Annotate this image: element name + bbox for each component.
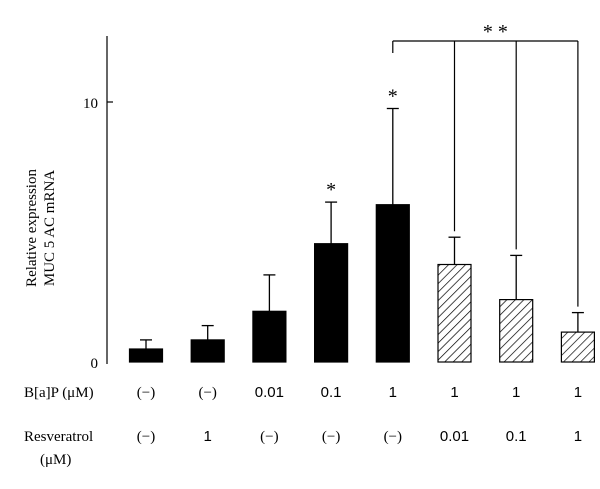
resveratrol-value-8: 1 — [574, 428, 582, 445]
resveratrol-value-6: 0.01 — [440, 428, 469, 445]
bar-6 — [437, 263, 472, 363]
resveratrol-value-4: (−) — [322, 429, 340, 445]
resveratrol-value-3: (−) — [260, 429, 278, 445]
resveratrol-value-1: (−) — [137, 429, 155, 445]
y-axis-label-line1: Relative expression — [24, 169, 40, 287]
bap-value-6: 1 — [450, 384, 458, 401]
bap-value-3: 0.01 — [255, 384, 284, 401]
bap-value-5: 1 — [389, 384, 397, 401]
bap-value-7: 1 — [512, 384, 520, 401]
bar-7 — [499, 299, 534, 363]
bracket-label: * * — [483, 21, 508, 43]
significance-mark-4: * — [326, 179, 336, 201]
bap-value-4: 0.1 — [321, 384, 342, 401]
resveratrol-value-7: 0.1 — [506, 428, 527, 445]
y-tick-label-0: 0 — [91, 356, 99, 372]
resveratrol-value-5: (−) — [384, 429, 402, 445]
resveratrol-row-unit: (μM) — [40, 452, 71, 468]
significance-mark-5: * — [388, 86, 398, 108]
bap-row-label: B[a]P (μM) — [24, 385, 94, 401]
resveratrol-row-label: Resveratrol — [24, 429, 93, 445]
bar-2 — [190, 339, 225, 363]
bar-5 — [375, 204, 410, 363]
y-axis-label-line2: MUC 5 AC mRNA — [42, 170, 58, 286]
bar-8 — [560, 331, 596, 363]
bar-3 — [252, 310, 287, 363]
y-tick-label-10: 10 — [83, 96, 98, 112]
bap-value-2: (−) — [198, 385, 216, 401]
bars: * * * * — [128, 21, 596, 363]
bar-1 — [128, 348, 164, 363]
resveratrol-value-2: 1 — [204, 428, 212, 445]
bap-value-8: 1 — [574, 384, 582, 401]
bap-value-1: (−) — [137, 385, 155, 401]
bar-4 — [314, 243, 349, 363]
